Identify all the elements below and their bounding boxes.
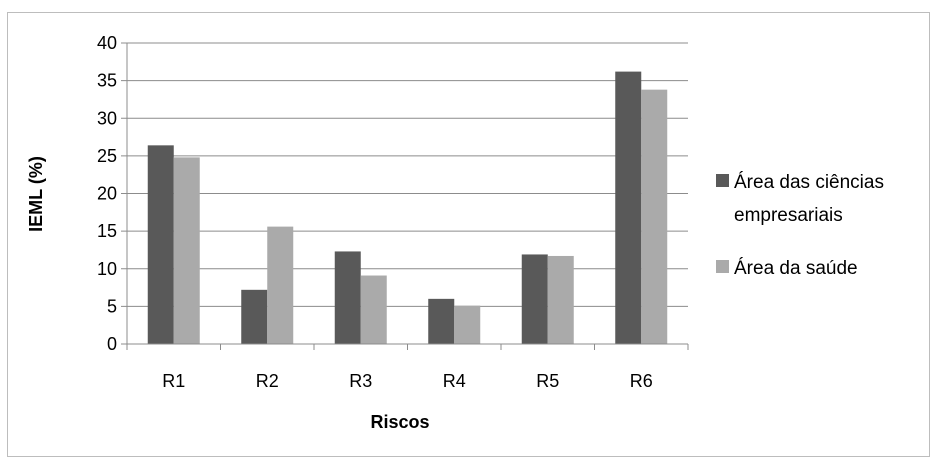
bar-empresariais-r4 bbox=[428, 298, 455, 344]
y-tick-label: 20 bbox=[97, 184, 117, 204]
x-axis-title: Riscos bbox=[370, 412, 429, 432]
bar-empresariais-r2 bbox=[241, 289, 268, 344]
bar-saude-r5 bbox=[547, 255, 574, 344]
legend-swatch-empresariais bbox=[716, 174, 729, 187]
x-tick-label: R2 bbox=[256, 371, 279, 391]
bars bbox=[147, 71, 668, 344]
bar-saude-r3 bbox=[360, 275, 387, 344]
bar-saude-r2 bbox=[267, 226, 294, 344]
y-tick-label: 5 bbox=[107, 296, 117, 316]
y-tick-label: 40 bbox=[97, 33, 117, 53]
bar-empresariais-r3 bbox=[334, 251, 361, 344]
x-tick-label: R3 bbox=[349, 371, 372, 391]
axes bbox=[126, 43, 689, 350]
y-tick-label: 15 bbox=[97, 221, 117, 241]
y-tick-label: 30 bbox=[97, 108, 117, 128]
legend: Área das ciências empresariais Área da s… bbox=[716, 172, 884, 279]
legend-swatch-saude bbox=[716, 260, 729, 273]
x-tick-label: R6 bbox=[630, 371, 653, 391]
x-tick-label: R4 bbox=[443, 371, 466, 391]
y-tick-label: 35 bbox=[97, 71, 117, 91]
bar-saude-r6 bbox=[641, 89, 668, 344]
y-tick-label: 25 bbox=[97, 146, 117, 166]
x-tick-label: R5 bbox=[536, 371, 559, 391]
legend-label-empresariais-line1: Área das ciências bbox=[734, 172, 884, 193]
bar-empresariais-r1 bbox=[147, 145, 174, 344]
y-tick-labels: 0 5 10 15 20 25 30 35 40 bbox=[97, 33, 117, 354]
legend-label-empresariais-line2: empresariais bbox=[734, 205, 843, 226]
x-tick-label: R1 bbox=[162, 371, 185, 391]
y-axis-title: IEML (%) bbox=[26, 156, 46, 232]
bar-saude-r1 bbox=[173, 157, 200, 344]
legend-label-saude: Área da saúde bbox=[734, 258, 858, 279]
bar-saude-r4 bbox=[454, 305, 481, 344]
gridlines bbox=[121, 42, 688, 345]
bar-empresariais-r6 bbox=[615, 71, 642, 344]
y-tick-label: 10 bbox=[97, 259, 117, 279]
x-tick-labels: R1 R2 R3 R4 R5 R6 bbox=[162, 371, 653, 391]
y-tick-label: 0 bbox=[107, 334, 117, 354]
bar-empresariais-r5 bbox=[521, 254, 548, 344]
